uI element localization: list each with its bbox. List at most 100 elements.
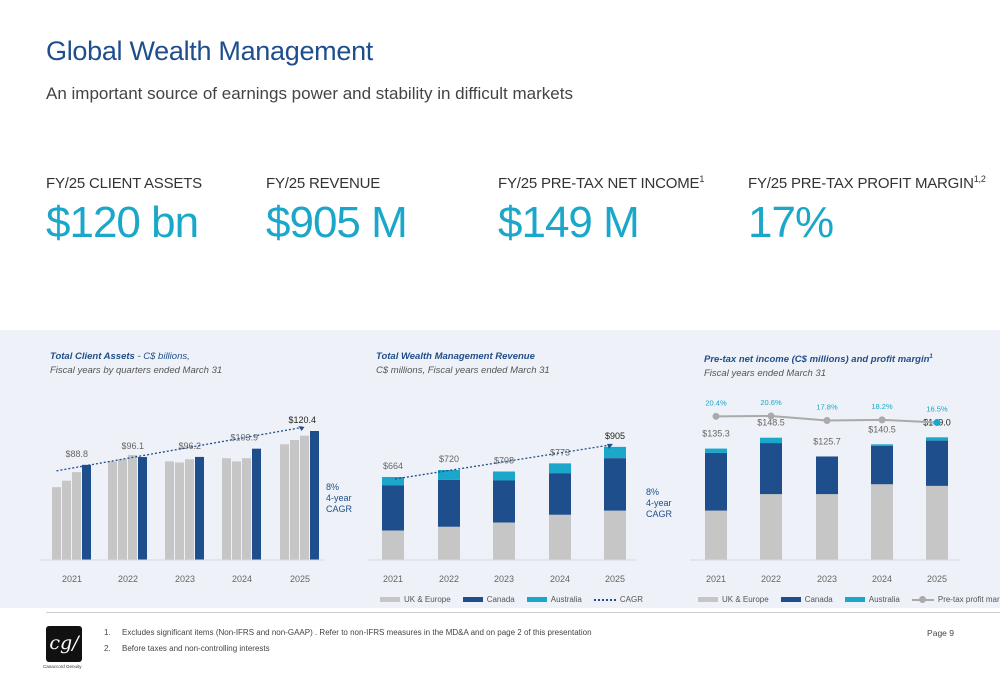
kpi-pretax-profit-margin: FY/25 PRE-TAX PROFIT MARGIN1,2 17% — [748, 174, 986, 248]
bar — [72, 472, 81, 560]
bar — [280, 444, 289, 560]
x-tick-label: 2025 — [605, 574, 625, 584]
bar — [118, 459, 127, 560]
chart-1-title: Total Client Assets - C$ billions, Fisca… — [50, 351, 223, 376]
cagr-line — [56, 426, 305, 472]
kpi-label: FY/25 REVENUE — [266, 175, 381, 192]
bar-segment — [493, 480, 515, 523]
margin-point — [933, 419, 941, 427]
data-label: $720 — [439, 454, 459, 464]
data-label: $140.5 — [868, 424, 896, 434]
x-tick-label: 2021 — [706, 574, 726, 584]
bar — [165, 461, 174, 560]
cagr-annotation: 8% — [646, 487, 659, 497]
x-tick-label: 2023 — [494, 574, 514, 584]
bar — [195, 456, 204, 560]
margin-label: 20.6% — [760, 398, 782, 407]
cagr-annotation: CAGR — [326, 504, 353, 514]
margin-label: 18.2% — [871, 402, 893, 411]
bar-segment — [816, 494, 838, 560]
footnote-1: 1. Excludes significant items (Non-IFRS a… — [104, 628, 592, 637]
data-label: $120.4 — [288, 415, 316, 425]
bar — [138, 457, 147, 560]
company-logo: cg/ — [46, 626, 82, 662]
x-tick-label: 2021 — [62, 574, 82, 584]
bar-segment — [549, 463, 571, 474]
legend-item: Canada — [462, 595, 515, 604]
footnote-2: 2. Before taxes and non-controlling inter… — [104, 644, 270, 653]
bar — [252, 448, 261, 560]
bar-segment — [438, 526, 460, 560]
bar — [300, 435, 309, 560]
bar-segment — [549, 514, 571, 560]
bar — [52, 487, 61, 560]
bar — [185, 459, 194, 560]
kpi-value: $120 bn — [46, 198, 199, 247]
legend-item: CAGR — [593, 595, 643, 604]
bar-segment — [760, 494, 782, 560]
cagr-arrowhead — [607, 443, 613, 449]
pretax-income-chart: $135.3 2021 $148.5 2022 $125.7 2023 $140.5 2024… — [690, 398, 960, 584]
legend-item: UK & Europe — [380, 595, 451, 604]
legend-item: Australia — [526, 595, 582, 604]
x-tick-label: 2024 — [550, 574, 570, 584]
bar-segment — [438, 479, 460, 527]
bar-segment — [493, 471, 515, 481]
margin-label: 20.4% — [705, 398, 727, 407]
kpi-label: FY/25 PRE-TAX NET INCOME1 — [498, 174, 705, 192]
kpi-client-assets: FY/25 CLIENT ASSETS $120 bn — [46, 174, 202, 248]
revenue-chart: $664 2021 $720 2022 $708 2023 $773 2024 $905 2025… — [367, 431, 673, 584]
bar — [128, 455, 137, 560]
bar — [242, 458, 251, 560]
bar-segment — [382, 477, 404, 486]
cagr-annotation: 8% — [326, 482, 339, 492]
data-label: $96.2 — [178, 441, 201, 451]
bar-segment — [604, 446, 626, 459]
bar-segment — [705, 452, 727, 511]
legend-item: UK & Europe — [698, 595, 769, 604]
bar — [175, 462, 184, 560]
x-tick-label: 2022 — [118, 574, 138, 584]
bar-segment — [382, 485, 404, 531]
x-tick-label: 2023 — [175, 574, 195, 584]
logo-caption: Canaccord Genuity — [43, 664, 82, 669]
footer-divider — [46, 612, 1000, 613]
chart-2-title: Total Wealth Management Revenue C$ milli… — [376, 351, 550, 376]
bar-segment — [871, 484, 893, 560]
cagr-line — [394, 444, 612, 480]
bar-segment — [705, 510, 727, 560]
data-label: $905 — [605, 431, 625, 441]
data-label: $708 — [494, 456, 514, 466]
legend-item: Australia — [844, 595, 900, 604]
bar-segment — [760, 437, 782, 444]
cagr-annotation: CAGR — [646, 509, 673, 519]
margin-label: 16.5% — [926, 405, 948, 414]
cagr-arrowhead — [298, 426, 305, 431]
bar-segment — [549, 473, 571, 515]
kpi-pretax-net-income: FY/25 PRE-TAX NET INCOME1 $149 M — [498, 174, 704, 248]
revenue-legend: UK & Europe Canada Australia CAGR — [380, 595, 643, 604]
bar — [82, 464, 91, 560]
margin-point — [878, 416, 886, 424]
x-tick-label: 2024 — [232, 574, 252, 584]
page-subtitle: An important source of earnings power an… — [46, 84, 573, 103]
x-tick-label: 2022 — [439, 574, 459, 584]
cagr-annotation: 4-year — [646, 498, 672, 508]
kpi-value: $905 M — [266, 198, 408, 247]
kpi-value: 17% — [748, 198, 834, 247]
margin-label: 17.8% — [816, 402, 838, 411]
cagr-annotation: 4-year — [326, 493, 352, 503]
data-label: $103.9 — [230, 433, 258, 443]
bar — [232, 461, 241, 560]
kpi-revenue: FY/25 REVENUE $905 M — [266, 174, 408, 248]
income-legend: UK & Europe Canada Australia Pre-tax pro… — [698, 595, 1000, 604]
data-label: $135.3 — [702, 429, 730, 439]
kpi-label: FY/25 PRE-TAX PROFIT MARGIN1,2 — [748, 174, 986, 192]
kpi-label: FY/25 CLIENT ASSETS — [46, 175, 202, 192]
x-tick-label: 2025 — [927, 574, 947, 584]
bar-segment — [493, 522, 515, 560]
bar-segment — [926, 485, 948, 560]
data-label: $88.8 — [65, 449, 88, 459]
margin-point — [712, 412, 720, 420]
legend-item: Pre-tax profit margin — [911, 595, 1000, 604]
